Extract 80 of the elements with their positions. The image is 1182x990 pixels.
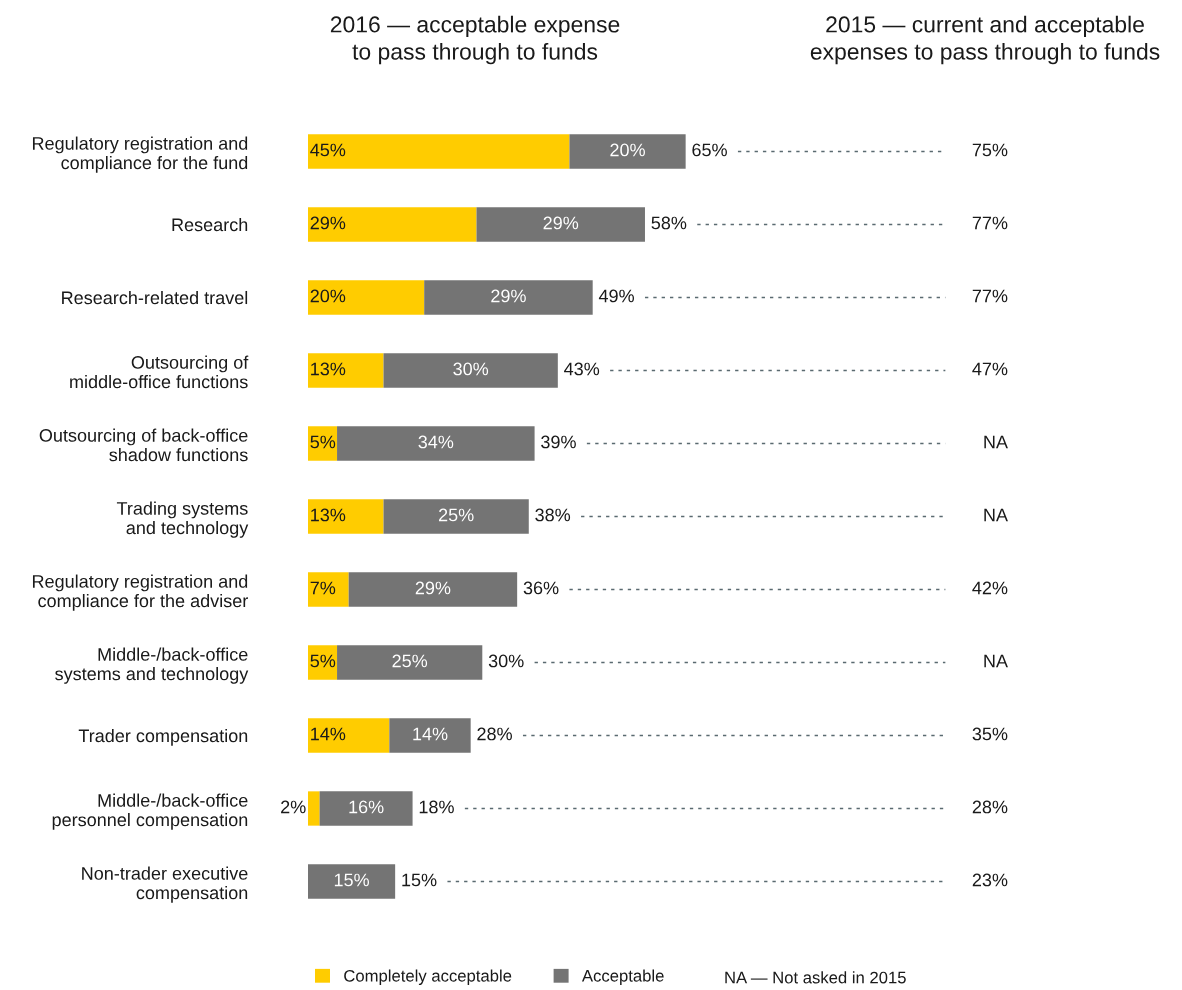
y-tick-label: Research [172,217,248,232]
data-label: 14% [413,727,448,741]
bar [424,280,593,315]
bar [337,645,483,680]
data-label: 16% [349,800,384,814]
total-label: 15% [402,873,437,887]
bar [308,864,396,899]
bar [308,572,349,607]
text: NA [984,508,1008,522]
text: 77% [972,289,1008,303]
data-label: 7% [310,581,336,595]
y-tick-label: Outsourcing of middle-office functions [70,355,249,389]
text: 75% [972,143,1008,157]
bar [308,353,384,388]
data-label: 5% [310,654,336,668]
bar [308,791,320,826]
bar [476,207,645,242]
data-label: 29% [491,289,526,303]
text: NA [984,435,1008,449]
bar [308,718,390,753]
data-label: 25% [392,654,428,668]
text: 35% [972,727,1008,741]
bar [308,207,477,242]
y-tick-label: Regulatory registration and compliance for the fund [32,136,248,173]
bar [348,572,518,607]
data-label: 13% [311,362,346,376]
bar [308,499,384,534]
text: 42% [972,581,1008,595]
y-tick-label: Trading systems and technology [116,501,249,538]
text: NA — Not asked in 2015 [725,971,906,984]
total-label: 39% [541,435,576,449]
total-label: 18% [419,800,454,814]
total-label: 38% [535,508,571,522]
bar [337,426,535,461]
bar [308,134,570,169]
data-label: 20% [610,143,645,157]
data-label: 29% [415,581,451,595]
text: 2015 — current and acceptable expenses to pass through to funds [810,15,1160,65]
total-label: 30% [488,654,524,668]
legend-label: Completely acceptable [344,969,512,985]
data-label: 29% [543,216,579,230]
chart-title: 2016 — acceptable expense to pass through to funds [330,15,620,65]
bar [389,718,471,753]
data-label: 14% [311,727,346,741]
data-label: 5% [310,435,336,449]
bar [308,280,425,315]
y-tick-label: Research-related travel [62,290,248,305]
total-label: 65% [692,143,727,157]
bar [308,426,338,461]
bar [308,645,338,680]
y-tick-label: Middle-/back-office personnel compensation [52,793,248,830]
total-label: 28% [477,727,512,741]
bar [319,791,413,826]
text: 23% [972,873,1008,887]
bar [383,353,558,388]
data-label: 20% [310,289,346,303]
legend-label: Acceptable [581,969,664,985]
data-label: 30% [453,362,489,376]
data-label: 13% [311,508,346,522]
data-label: 45% [310,143,346,157]
y-tick-label: Trader compensation [78,728,248,746]
total-label: 49% [598,289,634,303]
total-label: 43% [564,362,600,376]
bar [569,134,686,169]
data-label: 15% [334,873,369,887]
data-label: 25% [438,508,474,522]
data-label: 34% [418,435,454,449]
text: 28% [972,800,1008,814]
y-tick-label: Outsourcing of back-office shadow functions [39,428,248,462]
y-tick-label: Non-trader executive compensation [82,866,248,903]
text: NA [984,654,1008,668]
bar [383,499,529,534]
text: 47% [972,362,1008,376]
total-label: 58% [651,216,687,230]
total-label: 36% [523,581,559,595]
data-label: 29% [310,216,346,230]
data-label: 2% [281,800,306,814]
y-tick-label: Regulatory registration and compliance for the adviser [32,574,248,611]
text: 77% [972,216,1008,230]
y-tick-label: Middle-/back-office systems and technology [55,647,249,684]
